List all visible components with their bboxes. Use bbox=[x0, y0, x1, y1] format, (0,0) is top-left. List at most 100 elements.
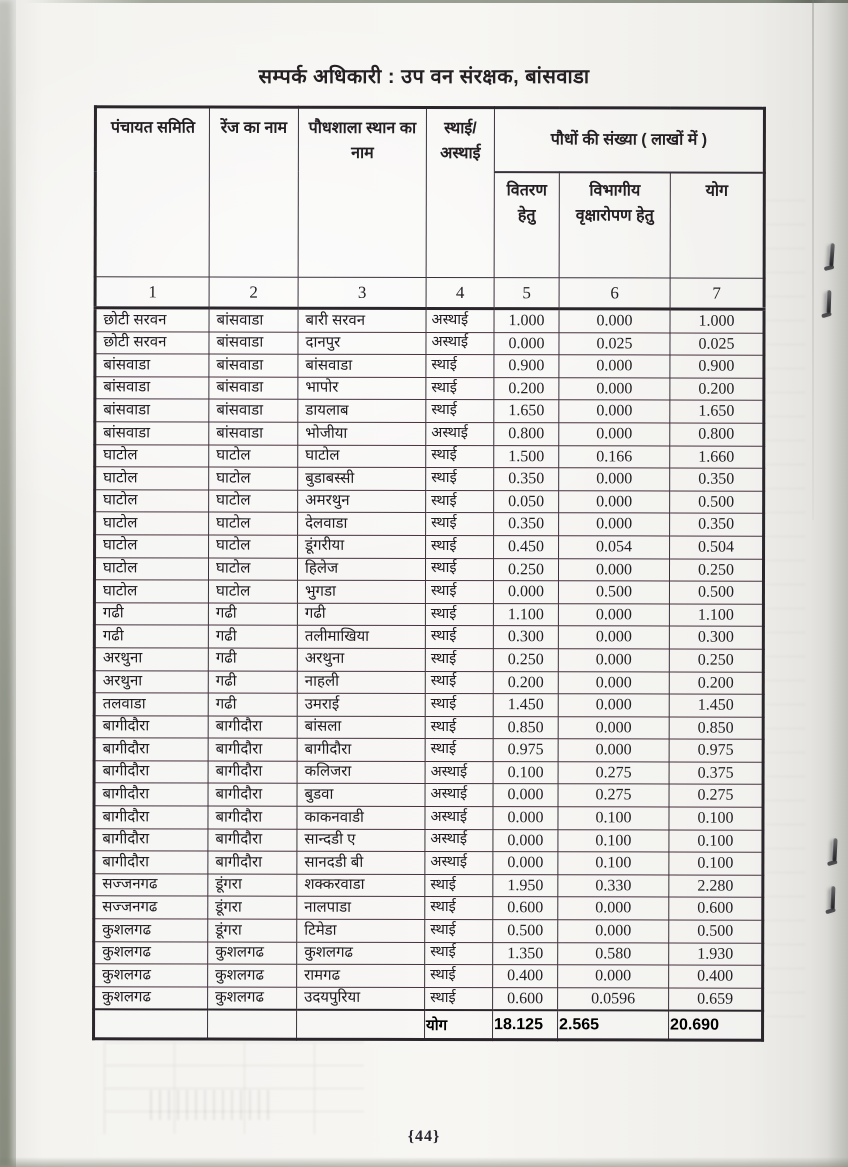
page-right-edge-shadow bbox=[810, 0, 848, 1167]
column-number: 4 bbox=[426, 277, 495, 309]
table-row: छोटी सरवन बांसवाडा बारी सरवन अस्थाई 1.000 0.0… bbox=[95, 307, 765, 333]
cell-permanence: अस्थाई bbox=[424, 806, 494, 830]
table-row: सज्जनगढ डूंगरा शक्करवाडा स्थाई 1.950 0.330 2.2… bbox=[93, 873, 763, 898]
cell-departmental-value: 0.275 bbox=[558, 761, 670, 785]
bleed-through-grid bbox=[766, 200, 806, 1020]
cell-range-name: गढी bbox=[208, 670, 298, 694]
cell-distribution-value: 1.500 bbox=[493, 445, 559, 468]
cell-nursery-name: डायलाब bbox=[297, 399, 426, 423]
cell-range-name: बागीदौरा bbox=[208, 738, 298, 762]
cell-distribution-value: 0.250 bbox=[493, 558, 559, 581]
cell-distribution-value: 0.000 bbox=[492, 806, 559, 830]
cell-panchayat-samiti: बागीदौरा bbox=[94, 738, 209, 761]
cell-permanence: स्थाई bbox=[425, 716, 494, 739]
cell-nursery-name: गढी bbox=[297, 602, 426, 626]
cell-range-name: डूंगरा bbox=[207, 896, 297, 920]
cell-total-value: 2.280 bbox=[668, 874, 763, 898]
nursery-table-container: पंचायत समिति रेंज का नाम पौधशाला स्थान क… bbox=[92, 105, 766, 1043]
cell-total-value: 0.275 bbox=[669, 784, 764, 808]
cell-total-value: 0.900 bbox=[669, 355, 764, 378]
cell-nursery-name: कलिजरा bbox=[297, 761, 426, 784]
cell-range-name: घाटोल bbox=[208, 444, 298, 468]
cell-panchayat-samiti: कुशलगढ bbox=[93, 918, 208, 942]
cell-panchayat-samiti: बांसवाडा bbox=[94, 421, 209, 445]
cell-nursery-name: बागीदौरा bbox=[297, 738, 426, 762]
cell-panchayat-samiti: अरथुना bbox=[94, 670, 209, 694]
column-number: 2 bbox=[209, 277, 299, 309]
cell-total-value: 1.650 bbox=[669, 400, 764, 424]
cell-nursery-name: उमराई bbox=[297, 693, 426, 717]
table-row: बांसवाडा बांसवाडा बांसवाडा स्थाई 0.900 0.000 0… bbox=[94, 353, 764, 378]
cell-total-value: 0.100 bbox=[668, 852, 763, 876]
cell-range-name: घाटोल bbox=[208, 489, 298, 513]
cell-nursery-name: हिलेज bbox=[297, 557, 426, 581]
cell-total-value: 0.850 bbox=[669, 716, 764, 740]
cell-departmental-value: 0.000 bbox=[557, 897, 669, 921]
cell-panchayat-samiti: सज्जनगढ bbox=[93, 896, 208, 920]
table-row: घाटोल घाटोल डूंगरीया स्थाई 0.450 0.054 0.504 bbox=[94, 534, 764, 559]
table-row: बागीदौरा बागीदौरा बागीदौरा स्थाई 0.975 0.000 0… bbox=[94, 738, 764, 763]
cell-distribution-value: 0.000 bbox=[492, 829, 558, 853]
page-crease bbox=[812, 0, 814, 520]
cell-permanence: स्थाई bbox=[424, 874, 493, 898]
cell-range-name: कुशलगढ bbox=[207, 941, 297, 965]
cell-permanence: स्थाई bbox=[425, 558, 494, 581]
cell-range-name: घाटोल bbox=[208, 534, 298, 558]
cell-range-name: बांसवाडा bbox=[208, 399, 298, 423]
cell-range-name: घाटोल bbox=[208, 467, 298, 490]
cell-panchayat-samiti: घाटोल bbox=[94, 579, 209, 603]
cell-total-value: 0.500 bbox=[668, 920, 763, 943]
cell-nursery-name: शक्करवाडा bbox=[296, 874, 425, 897]
cell-departmental-value: 0.166 bbox=[558, 445, 670, 469]
cell-panchayat-samiti: गढी bbox=[94, 602, 209, 626]
cell-nursery-name: बुडवा bbox=[297, 783, 426, 807]
cell-departmental-value: 0.000 bbox=[557, 964, 669, 988]
cell-panchayat-samiti: बांसवाडा bbox=[94, 376, 209, 400]
cell-permanence: स्थाई bbox=[425, 603, 494, 626]
column-number: 3 bbox=[298, 277, 427, 309]
cell-panchayat-samiti: घाटोल bbox=[94, 512, 209, 535]
cell-distribution-value: 0.500 bbox=[492, 919, 558, 943]
cell-departmental-value: 0.000 bbox=[557, 919, 669, 943]
cell-nursery-name: सानदडी बी bbox=[296, 851, 425, 875]
cell-departmental-value: 0.100 bbox=[557, 829, 669, 853]
cell-permanence: स्थाई bbox=[425, 399, 494, 423]
table-row: बागीदौरा बागीदौरा सानदडी बी अस्थाई 0.000 0.10… bbox=[93, 851, 763, 876]
cell-range-name: घाटोल bbox=[208, 557, 298, 581]
cell-total-value: 0.375 bbox=[669, 761, 764, 785]
cell-departmental-value: 0.000 bbox=[558, 671, 670, 695]
cell-nursery-name: डूंगरीया bbox=[297, 535, 426, 559]
cell-nursery-name: घाटोल bbox=[297, 444, 426, 468]
cell-total-value: 0.025 bbox=[669, 332, 765, 356]
cell-panchayat-samiti: कुशलगढ bbox=[93, 941, 208, 965]
cell-range-name: बांसवाडा bbox=[209, 308, 299, 332]
cell-total-value: 0.975 bbox=[669, 739, 764, 763]
cell-range-name: कुशलगढ bbox=[207, 986, 297, 1011]
cell-total-value: 0.200 bbox=[669, 377, 764, 401]
cell-departmental-value: 0.000 bbox=[558, 558, 670, 582]
total-empty-cell bbox=[93, 1009, 208, 1040]
cell-distribution-value: 0.050 bbox=[493, 490, 559, 514]
cell-permanence: स्थाई bbox=[425, 693, 494, 717]
cell-departmental-value: 0.000 bbox=[558, 490, 670, 514]
page-left-edge-shadow bbox=[0, 0, 16, 1167]
table-row: बांसवाडा बांसवाडा भोजीया अस्थाई 0.800 0.000 0.… bbox=[94, 421, 764, 446]
cell-departmental-value: 0.000 bbox=[558, 354, 670, 378]
cell-nursery-name: नाहली bbox=[297, 670, 426, 694]
cell-permanence: अस्थाई bbox=[426, 308, 495, 333]
cell-panchayat-samiti: बागीदौरा bbox=[93, 851, 208, 874]
table-row: छोटी सरवन बांसवाडा दानपुर अस्थाई 0.000 0.025 0… bbox=[94, 331, 765, 356]
cell-permanence: स्थाई bbox=[425, 670, 494, 694]
cell-range-name: बांसवाडा bbox=[208, 354, 298, 378]
cell-distribution-value: 0.350 bbox=[493, 512, 559, 536]
cell-distribution-value: 0.975 bbox=[493, 738, 559, 762]
cell-departmental-value: 0.275 bbox=[558, 784, 670, 808]
cell-permanence: स्थाई bbox=[424, 964, 493, 988]
total-departmental-value: 2.565 bbox=[557, 1010, 669, 1041]
table-row: कुशलगढ कुशलगढ रामगढ स्थाई 0.400 0.000 0.400 bbox=[93, 964, 763, 989]
cell-distribution-value: 0.250 bbox=[493, 648, 559, 672]
table-row: घाटोल घाटोल घाटोल स्थाई 1.500 0.166 1.660 bbox=[94, 444, 764, 469]
total-row: योग 18.125 2.565 20.690 bbox=[93, 1009, 763, 1041]
cell-nursery-name: अरथुना bbox=[297, 648, 426, 671]
cell-departmental-value: 0.000 bbox=[558, 422, 670, 446]
